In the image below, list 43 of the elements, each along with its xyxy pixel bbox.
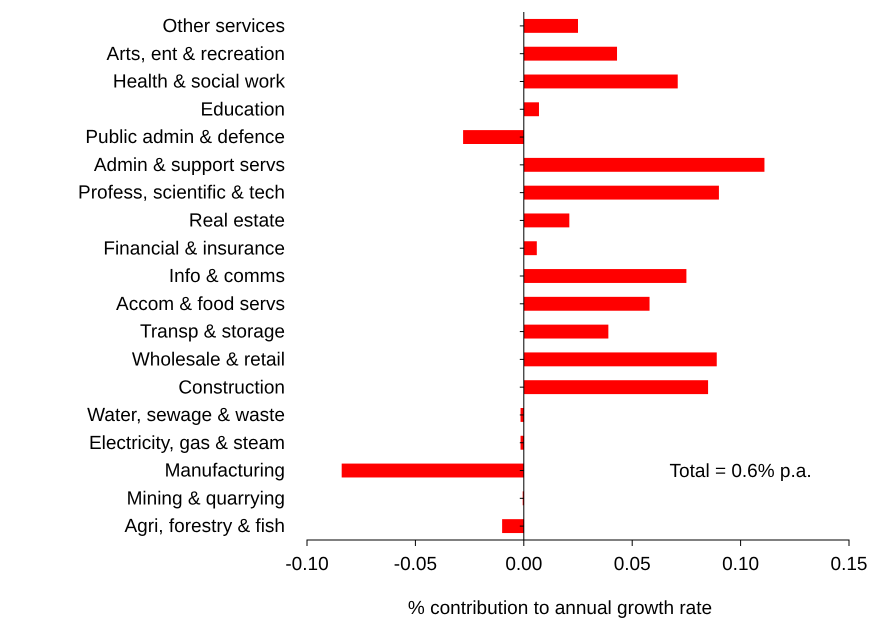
x-axis-title: % contribution to annual growth rate	[408, 598, 712, 619]
y-tick-label: Other services	[162, 16, 285, 37]
bar	[524, 213, 570, 228]
bar	[524, 296, 650, 311]
y-tick-label: Electricity, gas & steam	[88, 432, 285, 454]
y-tick-label: Public admin & defence	[85, 127, 285, 148]
y-tick-label: Admin & support servs	[94, 154, 285, 176]
y-tick-label: Water, sewage & waste	[87, 405, 285, 426]
x-tick-label: 0.10	[722, 554, 760, 575]
bar	[524, 186, 719, 200]
bar	[524, 46, 618, 61]
bar	[524, 269, 686, 283]
x-tick-label: 0.00	[505, 554, 542, 575]
bar	[342, 464, 524, 478]
bar	[524, 158, 764, 172]
bar	[524, 324, 608, 339]
y-tick-label: Education	[200, 99, 285, 120]
y-tick-label: Agri, forestry & fish	[124, 516, 285, 538]
bar	[524, 74, 678, 88]
y-tick-label: Manufacturing	[164, 460, 285, 482]
bar	[524, 352, 717, 366]
bar	[463, 130, 524, 144]
y-tick-label: Arts, ent & recreation	[106, 44, 285, 65]
bar	[524, 380, 708, 394]
y-tick-label: Info & comms	[168, 266, 285, 288]
bar	[524, 18, 578, 33]
x-tick-label: 0.05	[614, 554, 651, 575]
y-tick-label: Mining & quarrying	[126, 488, 285, 510]
y-tick-label: Financial & insurance	[103, 238, 285, 260]
x-tick-label: -0.05	[394, 554, 438, 575]
y-tick-label: Construction	[178, 377, 285, 398]
y-tick-label: Health & social work	[112, 72, 286, 93]
x-tick-label: -0.10	[285, 554, 329, 575]
annotation: Total = 0.6% p.a.	[670, 461, 812, 482]
bar	[502, 519, 524, 534]
y-tick-label: Accom & food servs	[116, 294, 285, 315]
bar	[524, 102, 539, 116]
y-tick-label: Transp & storage	[140, 322, 285, 343]
y-tick-label: Real estate	[188, 210, 285, 232]
x-tick-label: 0.15	[830, 554, 868, 575]
bar	[524, 241, 537, 256]
y-tick-label: Profess, scientific & tech	[78, 182, 285, 204]
y-tick-label: Wholesale & retail	[132, 349, 285, 370]
